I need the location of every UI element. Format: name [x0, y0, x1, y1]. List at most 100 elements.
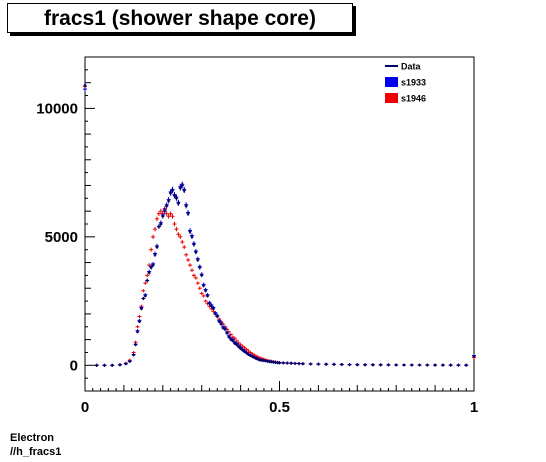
data-point — [237, 345, 241, 349]
data-point — [386, 363, 391, 367]
data-point-marker — [233, 342, 236, 345]
data-point — [289, 361, 293, 365]
data-point — [168, 211, 173, 217]
data-point — [201, 294, 206, 298]
data-point-marker — [387, 363, 390, 366]
data-point — [95, 363, 99, 367]
data-point-marker — [251, 355, 254, 358]
data-point-marker — [356, 363, 359, 366]
data-point-marker — [465, 364, 468, 367]
data-point — [225, 331, 229, 335]
data-point — [309, 362, 313, 366]
data-point — [464, 363, 468, 367]
data-point — [347, 363, 352, 367]
data-point-marker — [181, 184, 184, 187]
data-point — [190, 234, 194, 240]
data-point — [135, 330, 140, 334]
data-point — [189, 268, 194, 273]
data-point-marker — [379, 363, 382, 366]
data-point — [200, 273, 204, 278]
data-point-marker — [210, 305, 213, 308]
data-point-marker — [167, 199, 170, 202]
data-point-marker — [274, 361, 277, 364]
data-point — [128, 359, 132, 363]
data-point — [180, 182, 184, 189]
data-point-marker — [364, 363, 367, 366]
data-point-marker — [179, 187, 182, 190]
data-point — [155, 245, 159, 250]
data-point — [211, 307, 215, 311]
legend-entry-s1933: s1933 — [385, 77, 426, 88]
data-point-marker — [301, 362, 304, 365]
data-point-marker — [257, 358, 260, 361]
data-point — [186, 257, 191, 262]
data-point-marker — [449, 364, 452, 367]
data-point — [186, 211, 190, 217]
data-point-marker — [154, 253, 157, 256]
data-point-marker — [272, 361, 275, 364]
data-point — [227, 335, 231, 339]
data-point — [180, 239, 185, 245]
data-point — [240, 348, 245, 352]
data-point — [472, 354, 476, 358]
data-point — [188, 263, 193, 268]
data-point-marker — [371, 363, 374, 366]
data-point — [244, 351, 249, 355]
data-point — [250, 355, 254, 359]
data-point — [402, 363, 406, 367]
data-point-marker — [282, 361, 285, 364]
data-series — [83, 82, 476, 367]
data-point — [102, 363, 107, 367]
data-point — [363, 363, 367, 367]
data-point — [207, 302, 212, 306]
data-point — [332, 362, 336, 366]
data-point — [221, 326, 225, 330]
data-point-marker — [245, 351, 248, 354]
y-tick-label: 10000 — [36, 100, 78, 117]
data-point-marker — [294, 362, 297, 365]
data-point-marker — [142, 297, 145, 300]
data-point — [135, 325, 140, 329]
data-point — [137, 320, 142, 324]
data-point-marker — [247, 353, 250, 356]
data-point — [433, 363, 437, 367]
data-point-marker — [192, 243, 195, 246]
legend-entry-s1946: s1946 — [385, 93, 426, 104]
data-point — [191, 273, 196, 278]
data-point — [193, 276, 198, 280]
data-point — [184, 203, 188, 209]
data-point-marker — [185, 205, 188, 208]
data-point — [139, 307, 144, 311]
data-point-marker — [262, 359, 265, 362]
data-point-marker — [434, 364, 437, 367]
data-point-marker — [134, 343, 137, 346]
data-point-marker — [163, 210, 166, 213]
data-point — [277, 361, 282, 365]
data-point — [168, 190, 173, 196]
data-point — [242, 346, 247, 350]
data-point — [324, 362, 328, 366]
data-point — [209, 304, 214, 308]
data-point — [441, 363, 445, 367]
data-point — [316, 362, 320, 366]
data-point-marker — [206, 294, 209, 297]
data-point-marker — [239, 347, 242, 350]
data-point-marker — [177, 202, 180, 205]
data-point — [252, 356, 256, 360]
data-point-marker — [208, 302, 211, 305]
data-point-marker — [402, 363, 405, 366]
data-point-marker — [418, 364, 421, 367]
data-point-marker — [286, 362, 289, 365]
data-point-marker — [255, 357, 258, 360]
data-point-marker — [204, 289, 207, 292]
data-point-marker — [325, 363, 328, 366]
data-point — [340, 363, 344, 367]
data-point-marker — [146, 279, 149, 282]
data-point-marker — [200, 274, 203, 277]
data-point — [161, 213, 165, 219]
data-point-marker — [229, 338, 232, 341]
data-point — [203, 299, 208, 303]
plot-frame-rect — [84, 56, 475, 392]
data-point — [215, 314, 219, 318]
